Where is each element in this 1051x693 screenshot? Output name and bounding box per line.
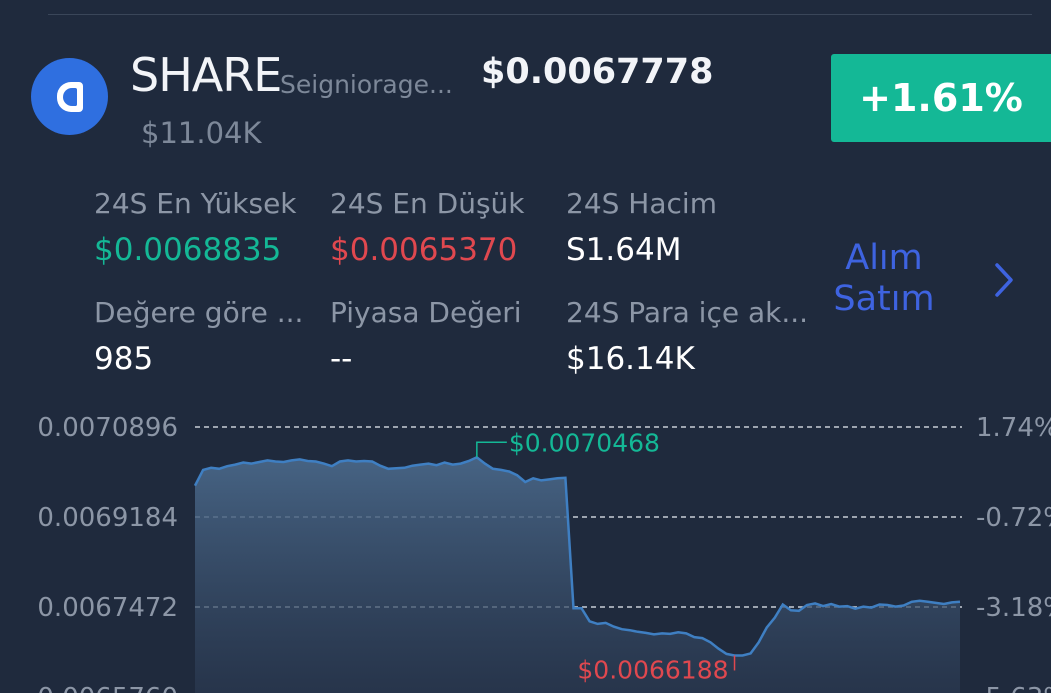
price-area <box>195 457 960 693</box>
y-right-tick: 1.74% <box>976 413 1051 443</box>
coin-symbol: SHARE <box>130 48 282 102</box>
chevron-right-icon[interactable] <box>994 262 1014 298</box>
stat-high-label: 24S En Yüksek <box>94 187 297 220</box>
stat-mktcap-value: -- <box>330 341 353 377</box>
stat-rank-label: Değere göre ... <box>94 296 304 329</box>
trade-button[interactable]: Alım Satım <box>830 238 938 320</box>
coin-price: $0.0067778 <box>481 52 714 92</box>
high-marker <box>476 441 507 458</box>
trade-line-2: Satım <box>833 279 935 319</box>
stat-volume-value: S1.64M <box>566 232 682 268</box>
y-left-tick: 0.0067472 <box>37 593 178 623</box>
price-line <box>193 455 961 657</box>
coin-market-cap: $11.04K <box>141 116 262 150</box>
coin-name: Seigniorage... <box>280 70 453 99</box>
stat-volume-label: 24S Hacim <box>566 187 717 220</box>
trade-line-1: Alım <box>845 238 923 278</box>
price-chart[interactable]: 0.0070896 1.74% 0.0069184 -0.72% 0.0067472 -3… <box>0 400 1051 693</box>
top-divider <box>48 14 1032 15</box>
stat-low-label: 24S En Düşük <box>330 187 525 220</box>
stat-rank-value: 985 <box>94 341 154 377</box>
low-label: $0.0066188 <box>577 655 728 684</box>
coin-logo-icon <box>31 58 108 135</box>
y-right-tick: -5.63% <box>976 683 1051 693</box>
y-left-tick: 0.0065760 <box>37 683 178 693</box>
stat-inflow-label: 24S Para içe ak... <box>566 296 809 329</box>
high-label: $0.0070468 <box>509 428 660 457</box>
y-right-tick: -0.72% <box>976 503 1051 533</box>
stat-low-value: $0.0065370 <box>330 232 518 268</box>
change-percent-button[interactable]: +1.61% <box>831 54 1051 142</box>
y-left-tick: 0.0069184 <box>37 503 178 533</box>
stat-mktcap-label: Piyasa Değeri <box>330 296 522 329</box>
y-right-tick: -3.18% <box>976 593 1051 623</box>
stat-high-value: $0.0068835 <box>94 232 282 268</box>
stat-inflow-value: $16.14K <box>566 341 695 377</box>
y-left-tick: 0.0070896 <box>37 413 178 443</box>
